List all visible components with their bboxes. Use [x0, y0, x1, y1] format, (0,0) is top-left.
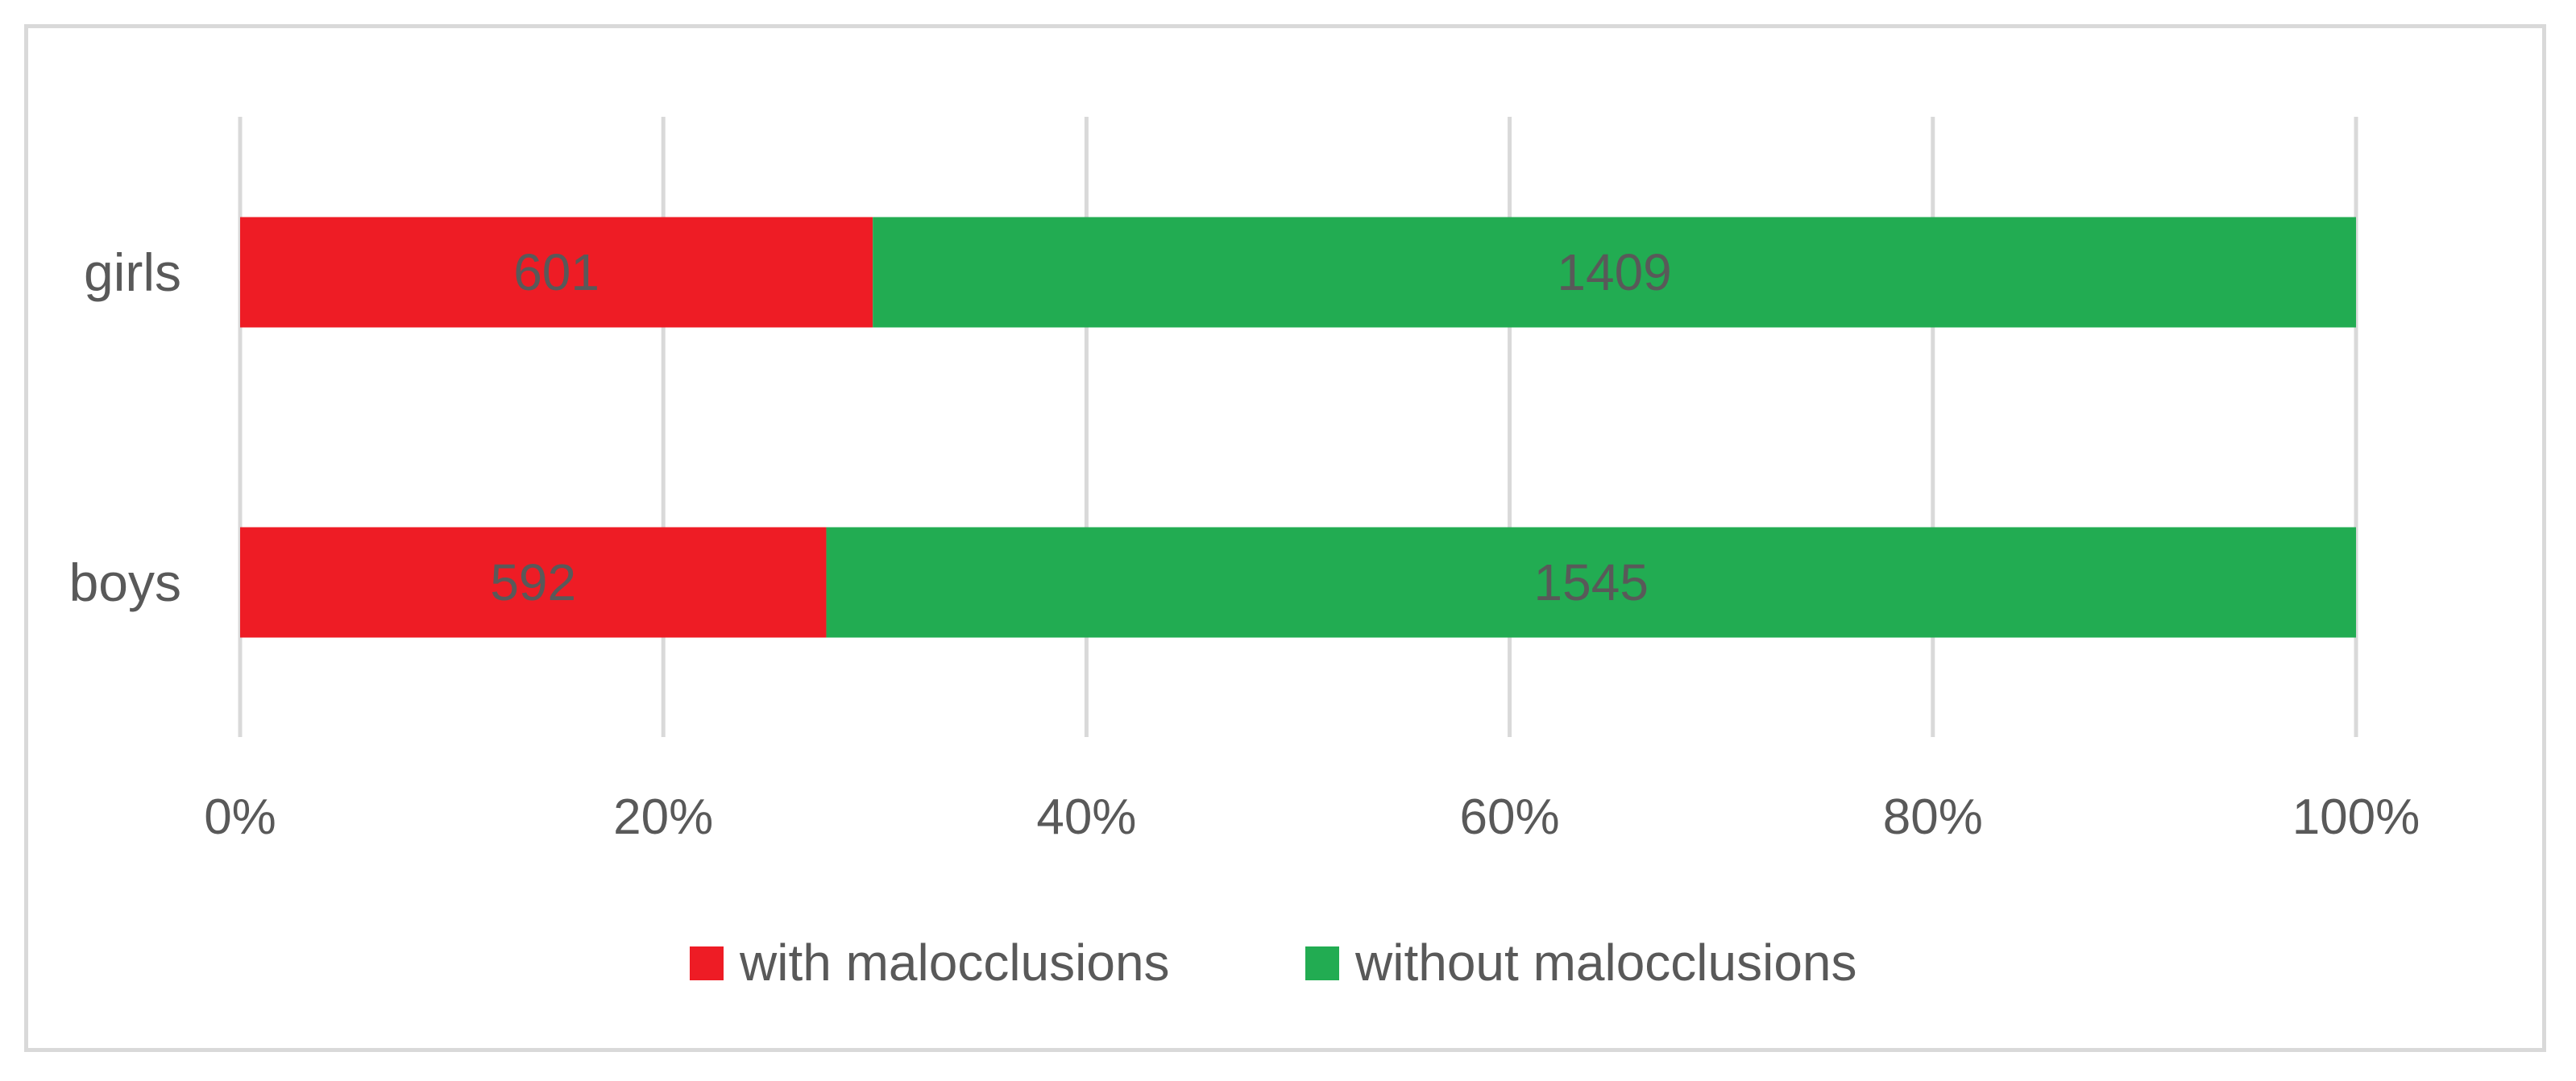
x-tick-label: 80% [1883, 789, 1983, 845]
data-label: 1545 [1534, 553, 1649, 611]
legend-swatch [690, 946, 724, 980]
x-tick-label: 20% [613, 789, 713, 845]
data-label: 1409 [1557, 243, 1671, 301]
bar-segment [826, 527, 2356, 638]
x-tick-label: 60% [1460, 789, 1560, 845]
data-label: 592 [490, 553, 576, 611]
legend-label: with malocclusions [739, 934, 1170, 992]
data-label: 601 [513, 243, 599, 301]
bar-segment [240, 217, 873, 328]
bar-segment [873, 217, 2356, 328]
labels: 0% 20% 40% 60% 80% 100% 601 1409 girls 592 1545 boy… [69, 242, 2420, 845]
x-tick-label: 100% [2292, 789, 2420, 845]
x-tick-label: 0% [204, 789, 276, 845]
grid-lines [238, 117, 2358, 737]
legend-label: without malocclusions [1354, 934, 1857, 992]
bars [240, 217, 2356, 638]
bar-segment [240, 527, 827, 638]
category-label: girls [84, 242, 181, 302]
category-label: boys [69, 553, 181, 612]
x-tick-label: 40% [1036, 789, 1136, 845]
legend: with malocclusions without malocclusions [690, 934, 1857, 992]
legend-swatch [1305, 946, 1339, 980]
